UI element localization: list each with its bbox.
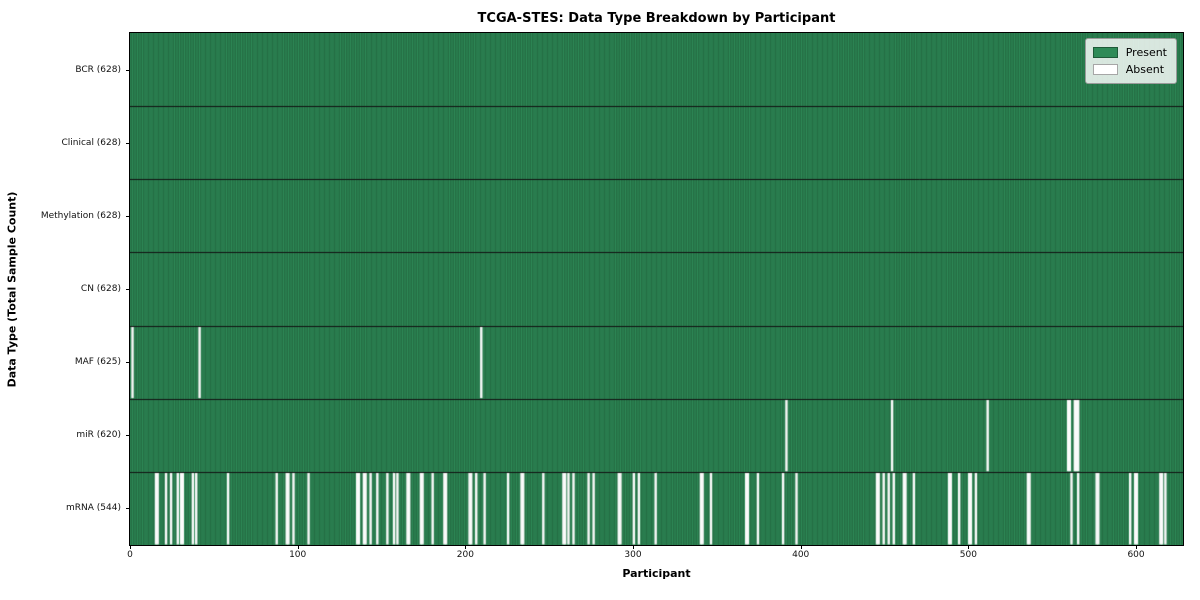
ytick-label-clinical: Clinical (628) <box>61 137 121 148</box>
xtick-label-400: 400 <box>792 550 810 560</box>
ytick-mark <box>126 143 130 144</box>
legend: Present Absent <box>1084 38 1177 84</box>
ytick-label-cn: CN (628) <box>80 284 121 294</box>
xtick-mark <box>465 545 466 549</box>
xtick-label-100: 100 <box>289 550 307 560</box>
heatmap-plot-area <box>130 33 1183 545</box>
xtick-mark <box>801 545 802 549</box>
xtick-label-600: 600 <box>1127 550 1145 560</box>
ytick-mark <box>126 508 130 509</box>
legend-entry-absent: Absent <box>1092 61 1167 78</box>
present-swatch-icon <box>1092 47 1118 58</box>
y-axis-label: Data Type (Total Sample Count) <box>5 191 19 388</box>
xtick-label-300: 300 <box>624 550 642 560</box>
ytick-label-mrna: mRNA (544) <box>66 503 121 514</box>
xtick-label-0: 0 <box>127 550 133 560</box>
legend-label-present: Present <box>1125 46 1167 59</box>
ytick-label-bcr: BCR (628) <box>75 64 121 75</box>
xtick-mark <box>633 545 634 549</box>
xtick-label-500: 500 <box>959 550 977 560</box>
ytick-label-methylation: Methylation (628) <box>40 210 121 221</box>
xtick-mark <box>298 545 299 549</box>
ytick-label-maf: MAF (625) <box>74 357 121 368</box>
ytick-mark <box>126 362 130 363</box>
legend-entry-present: Present <box>1092 44 1167 61</box>
absent-swatch-icon <box>1092 64 1118 75</box>
xtick-mark <box>968 545 969 549</box>
x-axis-label: Participant <box>622 567 691 580</box>
ytick-label-mir: miR (620) <box>76 430 121 441</box>
ytick-mark <box>126 216 130 217</box>
xtick-mark <box>1136 545 1137 549</box>
legend-label-absent: Absent <box>1125 63 1165 76</box>
chart-title: TCGA-STES: Data Type Breakdown by Partic… <box>477 11 836 26</box>
ytick-mark <box>126 289 130 290</box>
ytick-mark <box>126 435 130 436</box>
xtick-mark <box>130 545 131 549</box>
ytick-mark <box>126 70 130 71</box>
xtick-label-200: 200 <box>456 550 474 560</box>
